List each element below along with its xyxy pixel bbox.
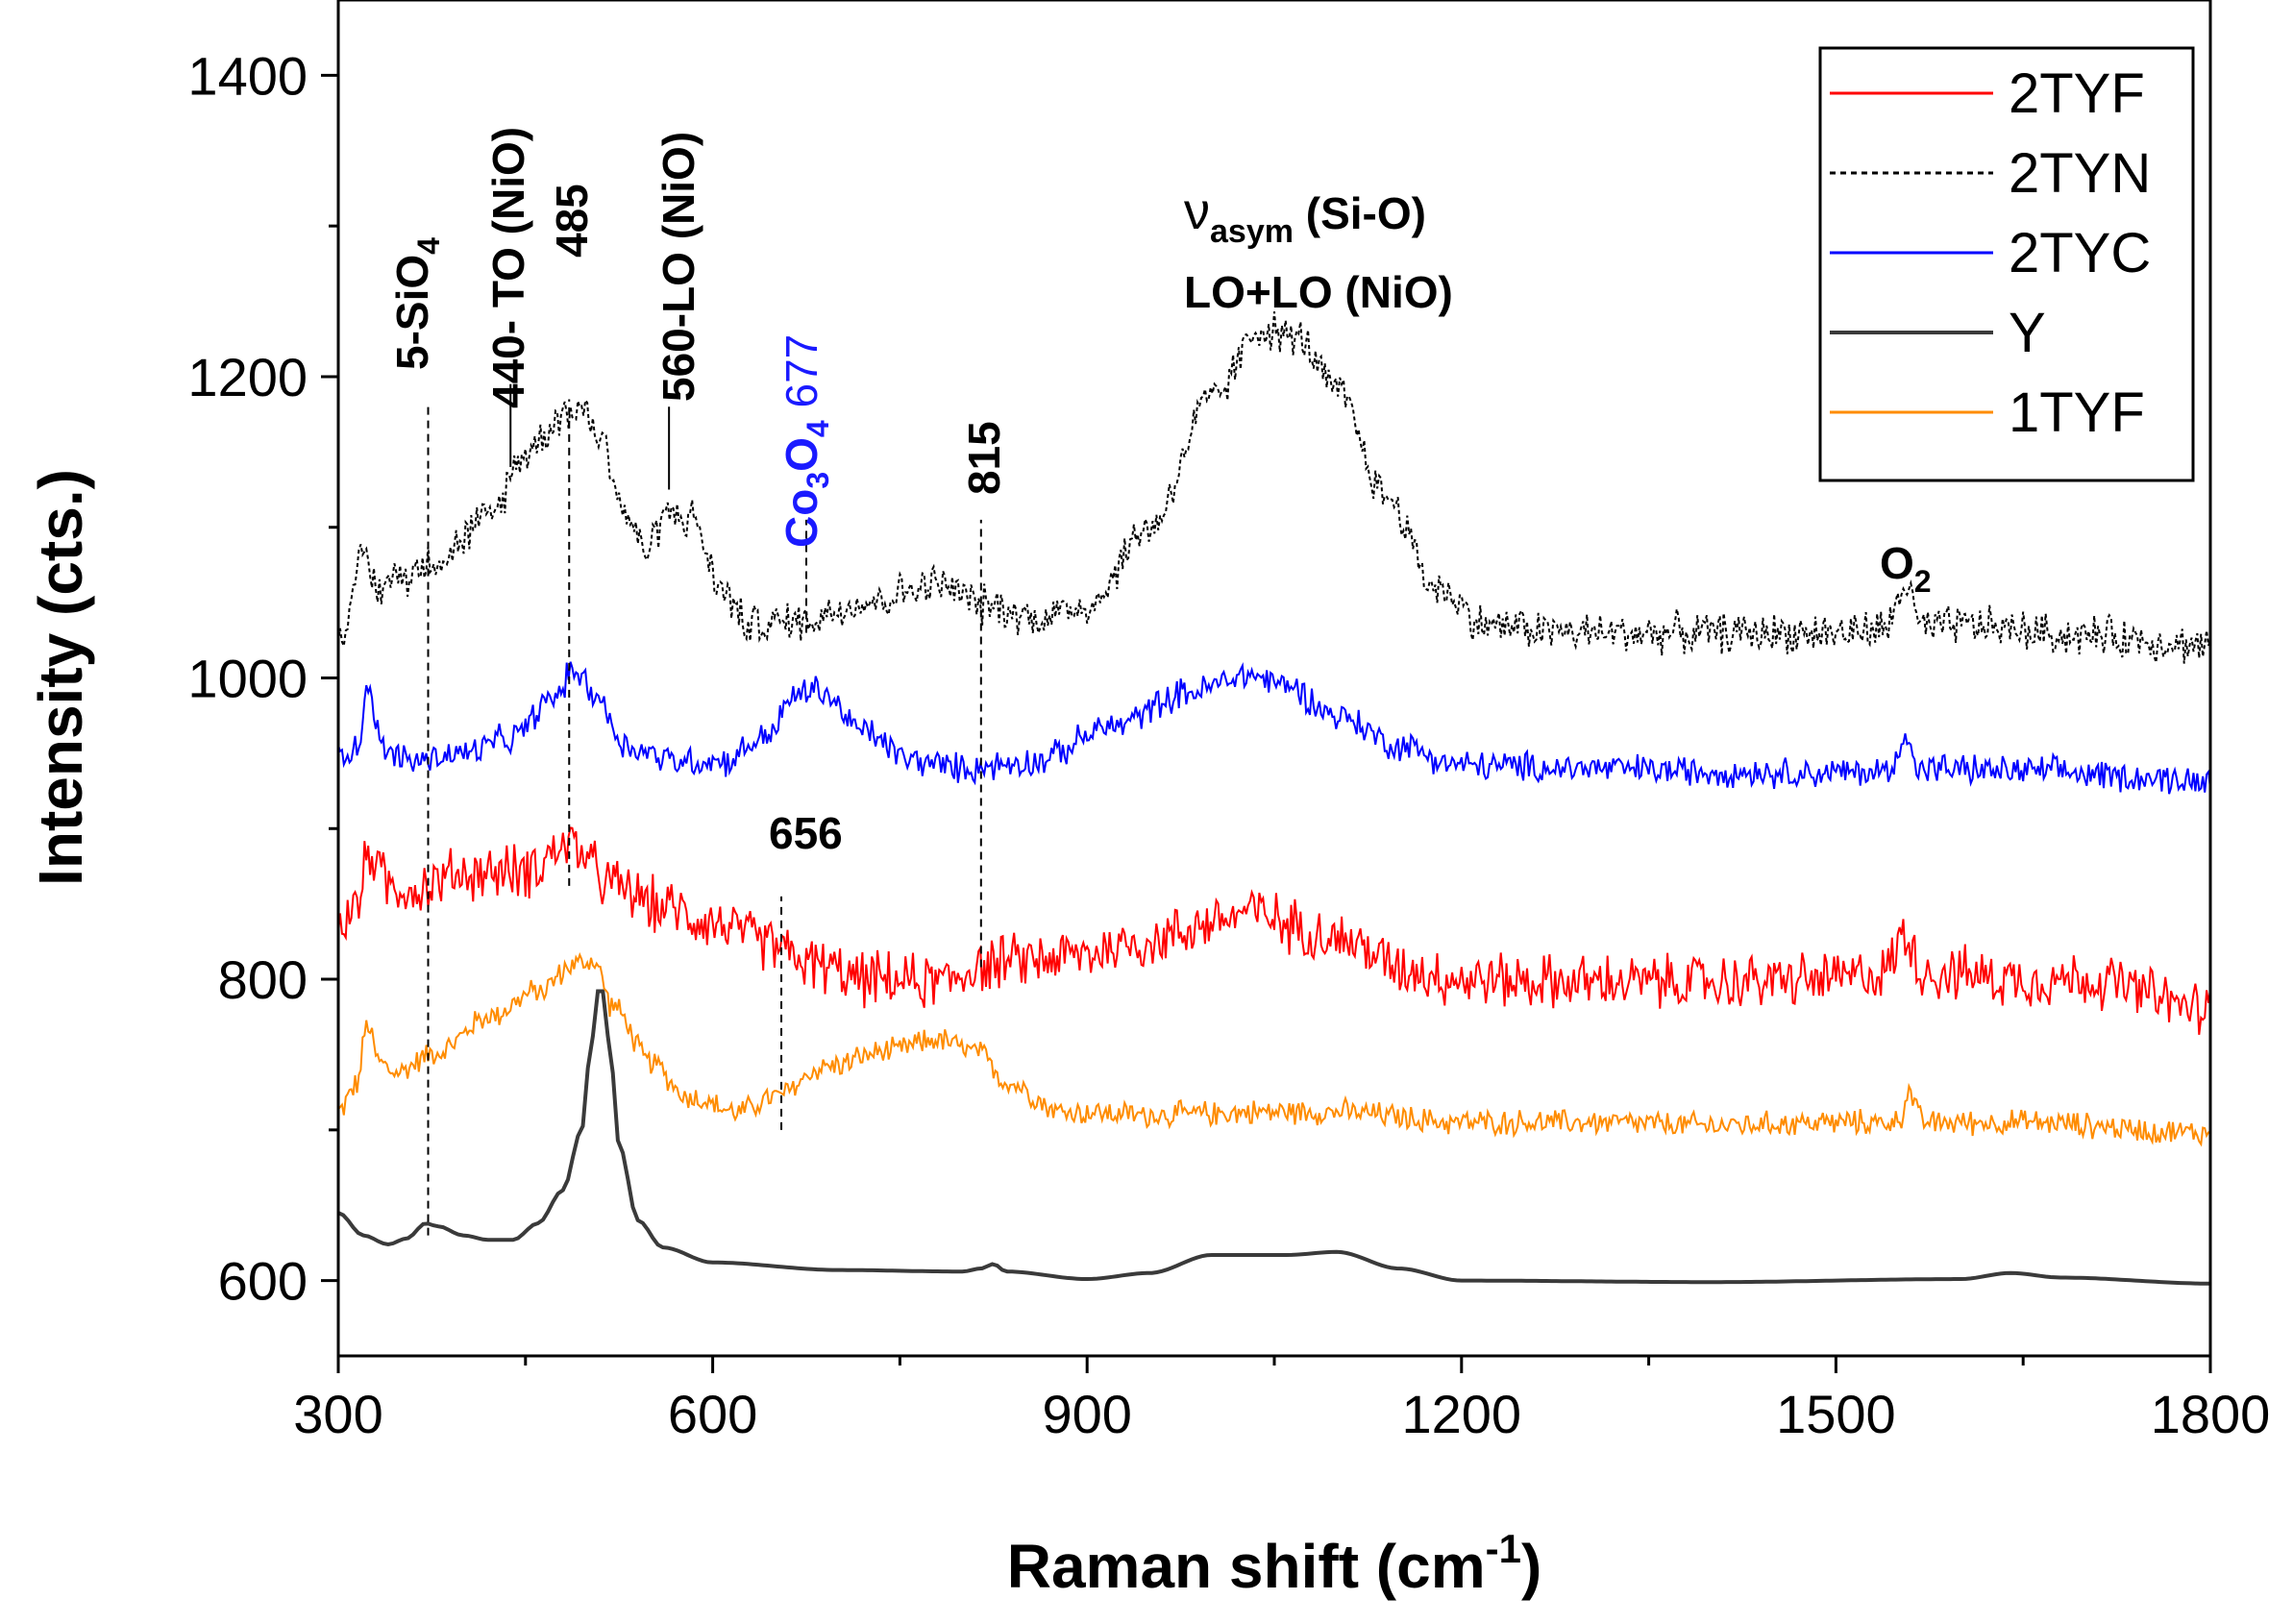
legend-label-2tyn: 2TYN	[2009, 142, 2151, 205]
x-tick-label: 600	[668, 1384, 757, 1444]
legend-box	[1818, 46, 2195, 482]
y-tick-label: 600	[218, 1251, 308, 1312]
reference-lines	[427, 383, 982, 1236]
series-line-2tyn	[338, 311, 2210, 664]
y-tick-label: 800	[218, 949, 308, 1010]
series-line-2tyf	[338, 826, 2210, 1035]
annotation-o2: O2	[1880, 538, 1932, 599]
annotation-to-nio: 440- TO (NiO)	[483, 127, 533, 408]
annotation-815: 815	[959, 421, 1009, 495]
annotation-lo-nio: 560-LO (NiO)	[653, 132, 703, 402]
y-tick-label: 1400	[187, 45, 308, 106]
series-line-2tyc	[338, 661, 2210, 795]
x-tick-label: 1500	[1776, 1384, 1896, 1444]
x-axis-title: Raman shift (cm-1)	[1007, 1526, 1542, 1601]
annotation-485: 485	[547, 184, 597, 258]
annotation-nu-asym: νasym (Si-O)	[1184, 183, 1426, 250]
legend-label-1tyf: 1TYF	[2009, 381, 2145, 444]
x-tick-label: 300	[293, 1384, 382, 1444]
series-layer	[338, 311, 2210, 1286]
x-tick-label: 1800	[2151, 1384, 2271, 1444]
legend-label-y: Y	[2009, 302, 2046, 364]
annotation-sio4: 5-SiO4	[387, 237, 446, 370]
legend-items: 2TYF 2TYN 2TYC Y 1TYF	[1830, 62, 2151, 444]
y-tick-label: 1000	[187, 649, 308, 709]
series-line-y	[338, 989, 2210, 1286]
x-tick-label: 900	[1042, 1384, 1131, 1444]
x-tick-label: 1200	[1402, 1384, 1522, 1444]
annotation-lolo-nio: LO+LO (NiO)	[1184, 267, 1453, 317]
y-axis-title: Intensity (cts.)	[26, 469, 95, 886]
y-tick-label: 1200	[187, 347, 308, 407]
legend-label-2tyc: 2TYC	[2009, 222, 2151, 284]
annotation-656: 656	[769, 808, 843, 858]
axis-ticks: 300 600 900 1200 1500 1800 600 800 1000 1200 1400	[187, 45, 2270, 1444]
annotation-co3o4-677: Co3O4 677	[777, 334, 835, 548]
series-line-1tyf	[338, 951, 2210, 1147]
legend: 2TYF 2TYN 2TYC Y 1TYF	[1818, 46, 2195, 482]
legend-label-2tyf: 2TYF	[2009, 62, 2145, 125]
